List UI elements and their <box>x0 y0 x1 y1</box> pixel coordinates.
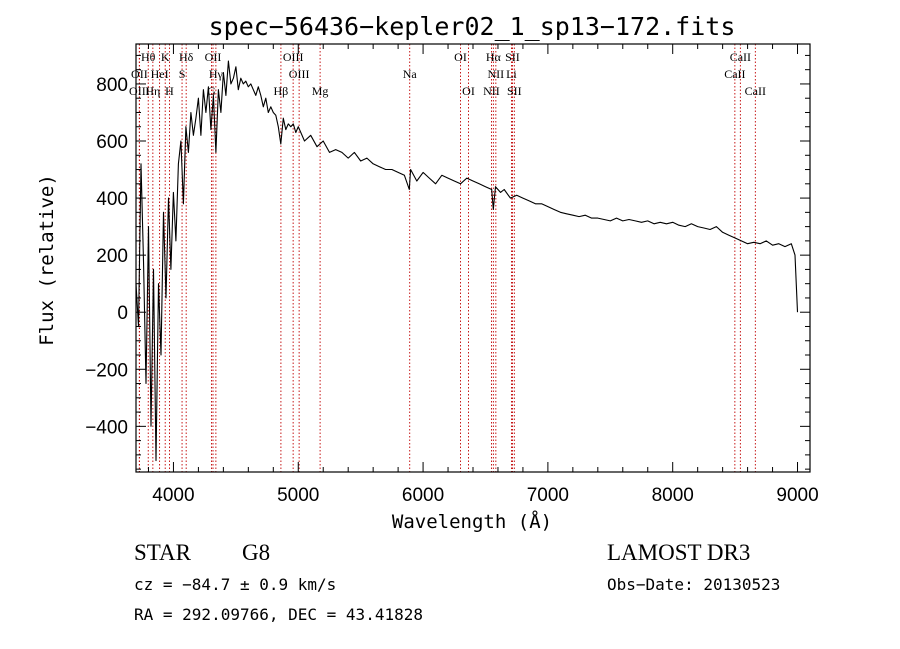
chart-title: spec−56436−kepler02_1_sp13−172.fits <box>209 12 736 41</box>
x-axis-ticks: 4000 5000 6000 7000 8000 9000 <box>147 44 819 506</box>
spectral-line-label: Hγ <box>209 67 224 81</box>
observation-date: Obs−Date: 20130523 <box>607 575 780 594</box>
sky-coordinates: RA = 292.09766, DEC = 43.41828 <box>134 605 423 624</box>
y-tick-label: 800 <box>96 75 128 96</box>
survey-name: LAMOST DR3 <box>607 540 750 565</box>
spectral-line-label: OII <box>205 50 222 64</box>
spectral-line-label: OIII <box>283 50 304 64</box>
y-tick-label: 400 <box>96 189 128 210</box>
spectral-line-label: OI <box>462 84 475 98</box>
spectral-line-label: OIII <box>289 67 310 81</box>
x-tick-label: 8000 <box>652 485 694 506</box>
object-subclass: G8 <box>242 540 270 565</box>
y-axis-label: Flux (relative) <box>36 174 58 346</box>
x-tick-label: 6000 <box>402 485 444 506</box>
x-tick-label: 9000 <box>776 485 818 506</box>
radial-velocity: cz = −84.7 ± 0.9 km/s <box>134 575 336 594</box>
spectral-line-label: Na <box>403 67 418 81</box>
spectral-line-label: CaII <box>724 67 745 81</box>
spectral-line-label: NII <box>483 84 500 98</box>
x-tick-label: 7000 <box>527 485 569 506</box>
y-tick-label: −200 <box>85 360 128 381</box>
spectral-line-label: Hβ <box>274 84 289 98</box>
spectral-line-label: Hδ <box>179 50 194 64</box>
y-axis-ticks: −400 −200 0 200 400 600 800 <box>85 54 810 470</box>
x-axis-label: Wavelength (Å) <box>392 510 552 533</box>
spectral-line-label: NII <box>488 67 505 81</box>
spectral-line-label: Hη <box>145 84 160 98</box>
x-tick-label: 4000 <box>152 485 194 506</box>
y-tick-label: 600 <box>96 132 128 153</box>
plot-frame <box>135 43 811 473</box>
spectral-line-label: G <box>207 84 216 98</box>
spectral-line-label: OIII <box>129 84 150 98</box>
spectral-line-label: Li <box>506 67 517 81</box>
object-class: STAR <box>134 540 192 565</box>
spectral-line-label: CaII <box>745 84 766 98</box>
spectral-line-label: SII <box>507 84 522 98</box>
spectrum-line <box>135 60 799 462</box>
spectral-line-label: K <box>161 50 170 64</box>
spectral-line-label: Mg <box>312 84 329 98</box>
y-tick-label: 200 <box>96 246 128 267</box>
spectral-line-label: S <box>179 67 186 81</box>
y-tick-label: −400 <box>85 417 128 438</box>
spectral-line-label: OII <box>131 67 148 81</box>
spectral-line-label: SII <box>505 50 520 64</box>
spectral-line-label: HeI <box>151 67 169 81</box>
spectral-line-markers <box>138 44 756 472</box>
spectral-line-label: Hα <box>486 50 502 64</box>
spectral-line-label: OI <box>454 50 467 64</box>
y-tick-label: 0 <box>117 303 128 324</box>
spectral-line-label: H <box>165 84 174 98</box>
x-tick-label: 5000 <box>277 485 319 506</box>
spectral-line-label: CaII <box>730 50 751 64</box>
spectral-line-label: Hθ <box>141 50 156 64</box>
